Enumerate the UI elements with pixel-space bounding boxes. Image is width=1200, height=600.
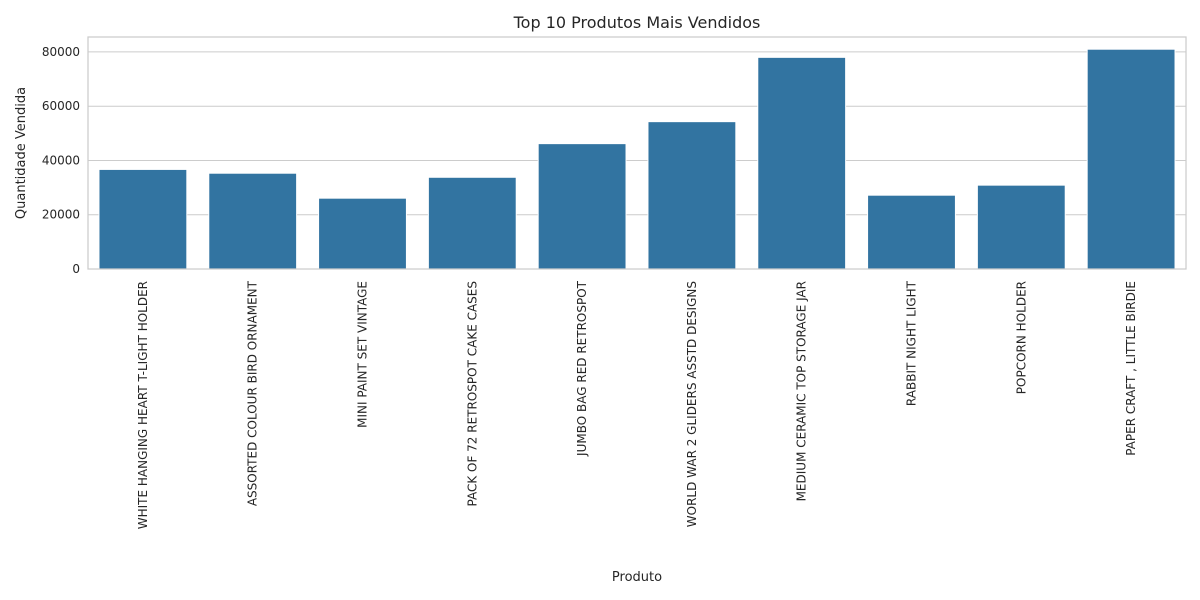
x-tick-label: MINI PAINT SET VINTAGE — [356, 281, 370, 428]
bar — [318, 197, 407, 270]
y-axis-label: Quantidade Vendida — [14, 87, 29, 219]
bar — [867, 194, 956, 270]
x-tick-label: PAPER CRAFT , LITTLE BIRDIE — [1124, 281, 1138, 456]
y-tick-label: 0 — [72, 262, 80, 276]
x-tick-label: PACK OF 72 RETROSPOT CAKE CASES — [465, 281, 479, 507]
bar — [647, 121, 737, 270]
y-tick-label: 40000 — [42, 153, 80, 167]
y-axis-ticks: 0 20000 40000 60000 80000 — [42, 45, 80, 276]
bar — [98, 168, 188, 270]
x-tick-label: WORLD WAR 2 GLIDERS ASSTD DESIGNS — [685, 281, 699, 527]
chart-title: Top 10 Produtos Mais Vendidos — [513, 13, 761, 32]
y-tick-label: 80000 — [42, 45, 80, 59]
bar — [208, 172, 298, 270]
bar — [427, 176, 517, 270]
bar — [537, 143, 627, 270]
x-tick-label: ASSORTED COLOUR BIRD ORNAMENT — [246, 280, 260, 506]
x-tick-label: POPCORN HOLDER — [1014, 281, 1028, 394]
bar — [1086, 48, 1176, 270]
bars — [98, 48, 1176, 270]
x-tick-label: WHITE HANGING HEART T-LIGHT HOLDER — [136, 281, 150, 529]
x-tick-label: MEDIUM CERAMIC TOP STORAGE JAR — [795, 281, 809, 501]
x-axis-label: Produto — [612, 570, 662, 585]
plot-frame — [87, 36, 1187, 270]
bar — [976, 184, 1066, 270]
x-axis-ticks: WHITE HANGING HEART T-LIGHT HOLDER ASSORT… — [136, 280, 1138, 529]
x-tick-label: JUMBO BAG RED RETROSPOT — [575, 280, 589, 457]
x-tick-label: RABBIT NIGHT LIGHT — [905, 280, 919, 406]
bar — [757, 56, 847, 270]
y-tick-label: 60000 — [42, 99, 80, 113]
y-tick-label: 20000 — [42, 208, 80, 222]
